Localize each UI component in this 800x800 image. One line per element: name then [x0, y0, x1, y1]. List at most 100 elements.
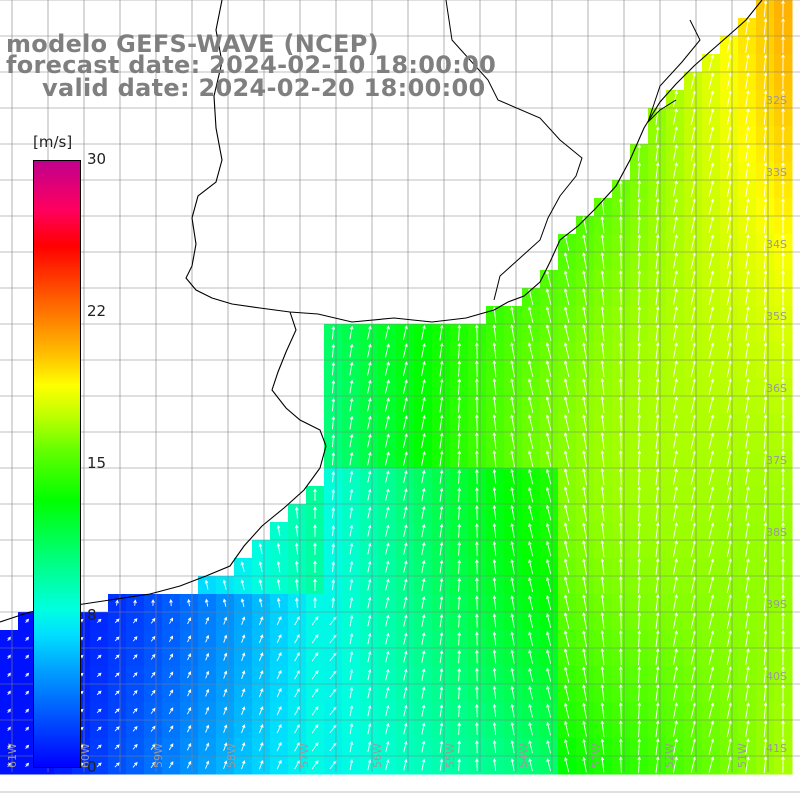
wind-arrow — [403, 650, 408, 663]
wind-arrow — [457, 704, 462, 718]
wind-arrow — [690, 522, 697, 539]
wind-arrow — [600, 648, 605, 665]
wind-arrow — [745, 702, 750, 719]
wind-arrow — [545, 288, 552, 305]
wind-arrow — [294, 578, 299, 591]
wind-arrow — [205, 688, 210, 697]
wind-arrow — [708, 594, 715, 611]
wind-arrow — [528, 667, 533, 682]
wind-arrow — [726, 306, 733, 323]
wind-arrow — [510, 342, 515, 359]
wind-arrow — [96, 636, 102, 642]
wind-arrow — [457, 595, 462, 610]
wind-arrow — [655, 234, 660, 251]
wind-arrow — [510, 559, 515, 575]
wind-arrow — [187, 706, 192, 715]
wind-arrow — [187, 598, 191, 607]
wind-arrow — [331, 379, 336, 394]
wind-arrow — [258, 688, 264, 698]
wind-arrow — [349, 560, 354, 573]
wind-arrow — [403, 758, 408, 771]
wind-arrow — [331, 343, 336, 358]
wind-arrow — [294, 688, 300, 698]
wind-arrow — [439, 378, 444, 395]
wind-arrow — [276, 560, 281, 573]
wind-arrow — [403, 560, 408, 573]
wind-arrow — [367, 451, 372, 466]
wind-arrow — [726, 36, 733, 53]
wind-arrow — [781, 522, 785, 540]
wind-arrow — [475, 414, 479, 431]
wind-arrow — [7, 636, 11, 642]
wind-arrow — [457, 685, 462, 700]
wind-arrow — [313, 542, 317, 555]
wind-arrow — [637, 306, 642, 324]
wind-arrow — [690, 342, 697, 359]
wind-arrow — [563, 414, 570, 431]
wind-arrow — [276, 542, 281, 555]
wind-arrow — [241, 652, 246, 661]
wind-arrow — [618, 648, 623, 666]
wind-arrow — [637, 702, 642, 720]
wind-arrow — [745, 252, 750, 269]
wind-arrow — [492, 414, 497, 431]
wind-arrow — [545, 504, 552, 521]
wind-arrow — [439, 668, 444, 682]
wind-arrow — [492, 740, 497, 754]
wind-arrow — [276, 634, 282, 644]
wind-arrow — [582, 360, 587, 377]
longitude-label: 54W — [517, 743, 530, 768]
wind-arrow — [637, 666, 642, 684]
wind-arrow — [672, 558, 678, 575]
wind-arrow — [708, 450, 715, 467]
wind-arrow — [187, 724, 192, 733]
wind-arrow — [294, 634, 300, 644]
wind-arrow — [745, 90, 750, 107]
wind-arrow — [367, 343, 372, 358]
wind-arrow — [205, 616, 210, 625]
colorbar-tick-8: 8 — [87, 606, 97, 624]
wind-arrow — [726, 486, 733, 503]
wind-arrow — [168, 653, 174, 660]
wind-arrow — [492, 541, 497, 557]
wind-arrow — [708, 342, 715, 359]
wind-arrow — [726, 360, 733, 377]
wind-arrow — [582, 594, 587, 611]
wind-arrow — [510, 631, 515, 646]
wind-arrow — [618, 756, 623, 773]
wind-arrow — [781, 612, 785, 630]
wind-arrow — [655, 306, 660, 323]
wind-arrow — [421, 469, 426, 484]
wind-arrow — [545, 360, 552, 377]
wind-arrow — [672, 702, 678, 719]
wind-arrow — [294, 741, 300, 752]
wind-arrow — [726, 162, 733, 179]
wind-arrow — [546, 685, 552, 700]
wind-arrow — [672, 684, 678, 701]
wind-arrow — [132, 708, 138, 714]
wind-arrow — [475, 378, 479, 395]
longitude-label: 57W — [298, 743, 311, 768]
wind-arrow — [708, 468, 715, 485]
wind-arrow — [637, 576, 642, 594]
wind-arrow — [708, 126, 715, 143]
wind-arrow — [781, 738, 785, 756]
wind-arrow — [600, 432, 605, 449]
wind-arrow — [367, 741, 372, 753]
wind-arrow — [421, 740, 426, 753]
wind-arrow — [150, 707, 156, 714]
colorbar-unit: [m/s] — [33, 133, 73, 151]
wind-arrow — [690, 234, 697, 251]
wind-arrow — [492, 559, 497, 574]
wind-arrow — [726, 414, 733, 431]
wind-arrow — [168, 743, 174, 751]
wind-arrow — [745, 450, 750, 467]
wind-arrow — [510, 649, 515, 664]
wind-arrow — [726, 612, 733, 629]
wind-arrow — [763, 540, 768, 558]
wind-arrow — [150, 761, 156, 768]
wind-arrow — [150, 689, 156, 696]
wind-arrow — [672, 360, 678, 377]
wind-arrow — [421, 758, 426, 771]
